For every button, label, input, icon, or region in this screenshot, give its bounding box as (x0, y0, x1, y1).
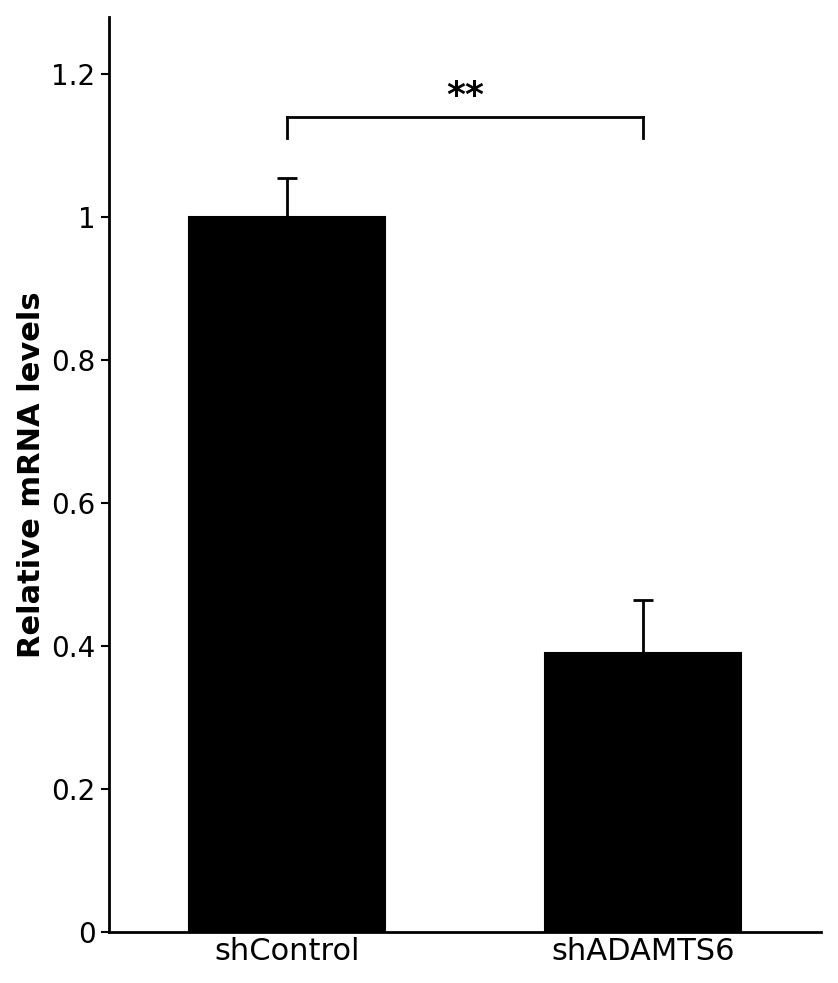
Y-axis label: Relative mRNA levels: Relative mRNA levels (17, 291, 45, 658)
Text: **: ** (446, 80, 484, 113)
Bar (546, 654, 741, 933)
Bar (189, 217, 385, 933)
